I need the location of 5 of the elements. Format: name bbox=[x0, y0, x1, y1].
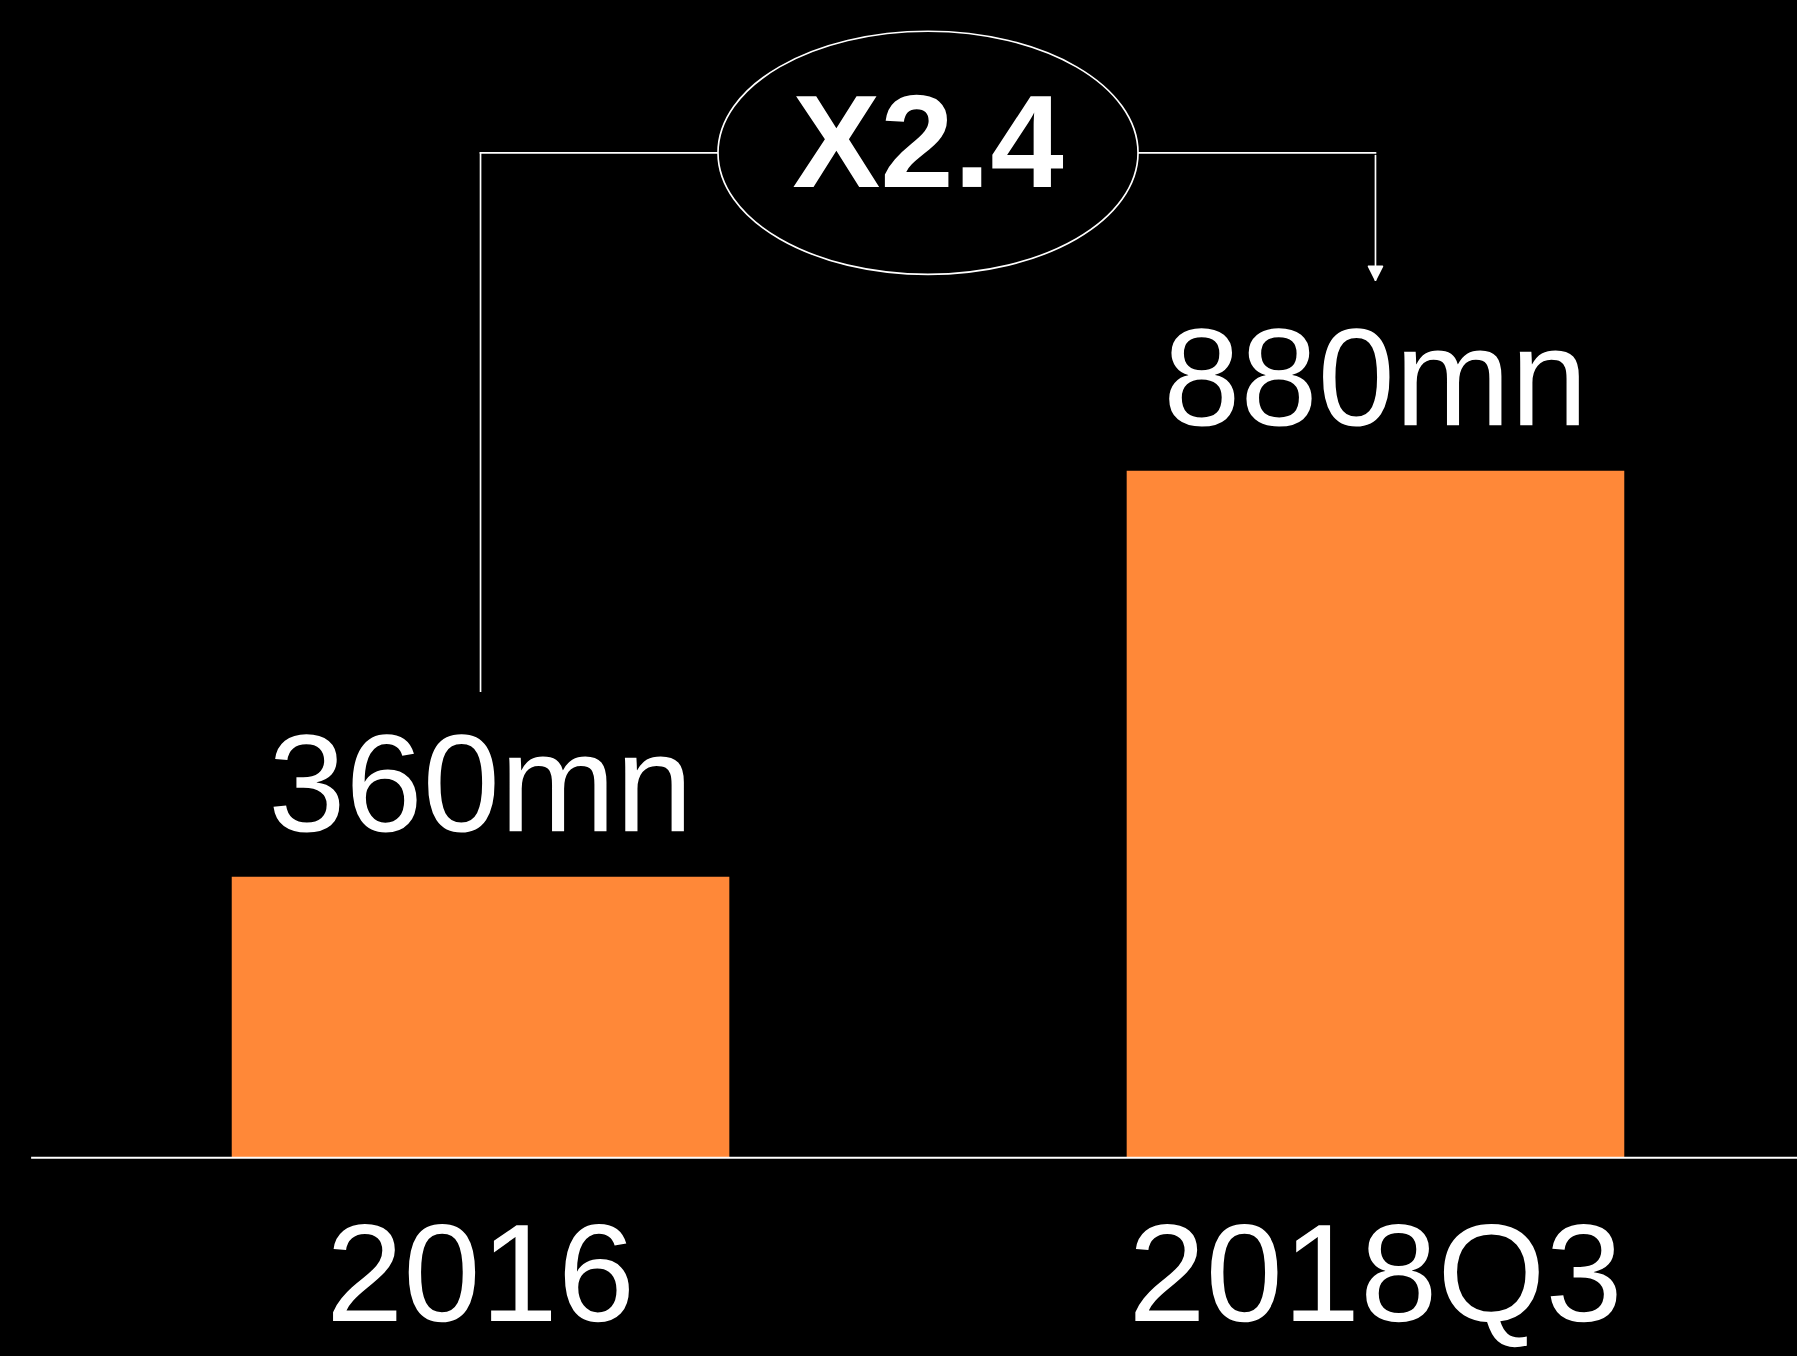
data-label: 880mn bbox=[1169, 328, 1579, 427]
x-tick-label: 2018Q3 bbox=[1135, 1223, 1617, 1348]
text: X2.4 bbox=[793, 94, 1064, 187]
x-tick-label: 2016 bbox=[333, 1223, 629, 1323]
data-label: 360mn bbox=[273, 734, 684, 833]
